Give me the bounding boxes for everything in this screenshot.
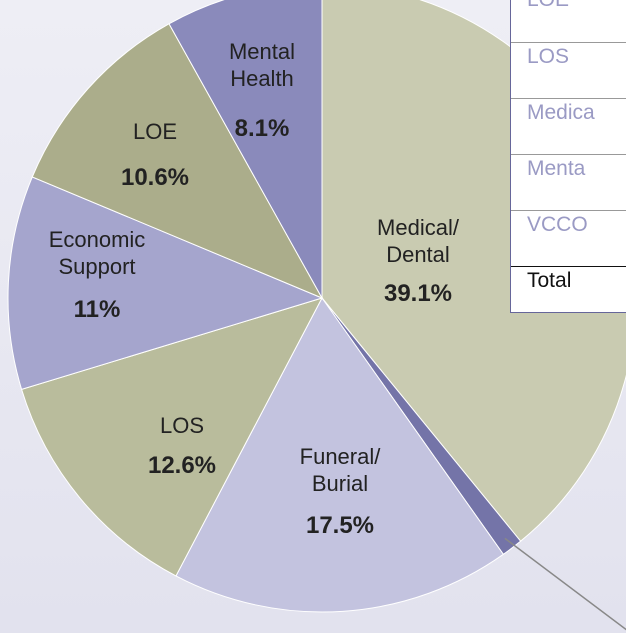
slice-label: Medical/ Dental bbox=[377, 215, 459, 267]
value-label: 12.6% bbox=[147, 452, 217, 479]
value-label: 11% bbox=[73, 296, 121, 323]
table-row: Total bbox=[511, 266, 626, 322]
table-row: LOS bbox=[511, 42, 626, 98]
pie-slice bbox=[168, 0, 323, 300]
table-row: VCCO bbox=[511, 210, 626, 266]
pie-slice bbox=[175, 297, 505, 613]
slice-label: Mental Health bbox=[228, 39, 296, 91]
slice-label: LOE bbox=[132, 119, 178, 144]
value-label: 39.1% bbox=[383, 280, 453, 307]
slice-label: Funeral/ Burial bbox=[299, 444, 381, 496]
table: LOELOSMedicaMentaVCCOTotal bbox=[510, 0, 626, 313]
value-label: 10.6% bbox=[120, 164, 190, 191]
pie-slice bbox=[31, 23, 324, 300]
slice-label: LOS bbox=[159, 413, 205, 438]
pie-slice bbox=[20, 297, 323, 577]
table-row: Medica bbox=[511, 98, 626, 154]
value-label: 8.1% bbox=[234, 115, 290, 142]
table-row: LOE bbox=[511, 0, 626, 42]
leader-line bbox=[504, 537, 626, 631]
table-row: Menta bbox=[511, 154, 626, 210]
value-label: 17.5% bbox=[305, 512, 375, 539]
pie-slice bbox=[7, 176, 324, 391]
slice-label: Economic Support bbox=[48, 227, 146, 279]
